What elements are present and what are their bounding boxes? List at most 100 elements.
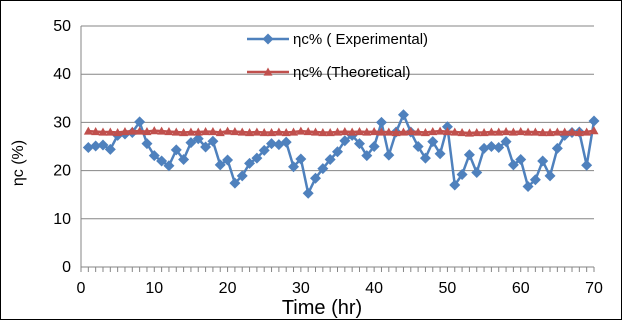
data-point	[361, 150, 373, 162]
data-point	[398, 127, 408, 136]
data-point	[223, 126, 233, 135]
data-point	[434, 148, 446, 160]
data-point	[545, 128, 555, 137]
data-point	[237, 127, 247, 136]
data-point	[413, 127, 423, 136]
data-point	[302, 187, 314, 199]
data-point	[552, 127, 562, 136]
data-point	[427, 136, 439, 148]
data-point	[493, 141, 505, 153]
y-tick-label: 40	[53, 66, 71, 83]
data-point	[149, 126, 159, 135]
data-point	[134, 116, 146, 128]
data-point	[222, 154, 234, 166]
data-point	[494, 127, 504, 136]
x-tick-label: 70	[585, 280, 603, 297]
data-point	[105, 127, 115, 136]
data-point	[560, 127, 570, 136]
data-point	[186, 127, 196, 136]
data-point	[442, 127, 452, 136]
data-point	[486, 127, 496, 136]
data-point	[259, 128, 269, 137]
data-point	[148, 150, 160, 162]
data-point	[538, 128, 548, 137]
data-point	[333, 127, 342, 136]
data-point	[354, 127, 364, 136]
data-point	[296, 126, 306, 135]
data-point	[113, 128, 123, 137]
y-tick-label: 20	[53, 163, 71, 180]
data-point	[515, 154, 527, 166]
data-point	[332, 146, 343, 158]
data-point	[485, 141, 497, 152]
data-point	[141, 138, 153, 150]
data-point	[230, 127, 240, 136]
data-point	[463, 149, 475, 161]
data-point	[280, 136, 292, 148]
data-point	[362, 127, 372, 136]
x-tick-label: 0	[77, 280, 86, 297]
data-point	[214, 159, 226, 171]
data-point	[340, 127, 350, 136]
x-tick-label: 50	[439, 280, 457, 297]
data-point	[179, 128, 189, 137]
y-tick-label: 10	[53, 211, 71, 228]
data-point	[318, 128, 328, 137]
legend-marker	[263, 67, 273, 76]
data-point	[82, 141, 94, 153]
data-point	[229, 177, 241, 189]
data-point	[551, 142, 563, 154]
data-point	[530, 127, 540, 136]
data-point	[501, 127, 511, 136]
data-point	[245, 128, 255, 137]
data-point	[522, 181, 534, 193]
legend-entry: ηc% (Theoretical)	[247, 64, 411, 81]
y-tick-label: 0	[62, 259, 71, 276]
data-point	[582, 127, 592, 136]
data-point	[516, 127, 526, 136]
data-point	[589, 126, 599, 135]
data-point	[303, 127, 313, 136]
data-point	[185, 137, 197, 149]
series-line	[88, 129, 595, 135]
series-experimental	[82, 109, 600, 199]
data-point	[201, 127, 211, 136]
data-point	[456, 168, 468, 180]
data-point	[325, 128, 335, 137]
data-point	[441, 121, 453, 133]
data-point	[523, 127, 533, 136]
legend-entry: ηc% ( Experimental)	[247, 31, 428, 48]
x-tick-label: 60	[512, 280, 530, 297]
legend: ηc% ( Experimental) ηc% (Theoretical)	[247, 31, 428, 81]
data-point	[529, 174, 541, 186]
data-point	[310, 172, 322, 184]
data-point	[347, 127, 357, 136]
x-tick-label: 10	[145, 280, 163, 297]
y-axis-title: ηc (%)	[10, 140, 27, 186]
data-point	[450, 127, 460, 136]
data-point	[120, 127, 130, 136]
data-point	[479, 128, 489, 137]
data-point	[391, 128, 401, 137]
data-point	[435, 126, 445, 135]
data-point	[281, 128, 291, 137]
data-point	[98, 127, 108, 136]
data-point	[311, 127, 321, 136]
data-point	[170, 144, 182, 156]
data-point	[97, 139, 109, 151]
x-tick-label: 20	[219, 280, 237, 297]
data-point	[317, 163, 329, 175]
data-point	[471, 167, 483, 179]
data-point	[581, 159, 593, 171]
data-point	[207, 135, 219, 147]
data-point	[135, 126, 145, 135]
data-point	[339, 135, 351, 147]
data-point	[200, 141, 212, 153]
data-point	[376, 127, 386, 136]
data-point	[397, 109, 409, 121]
data-point	[375, 116, 387, 128]
data-point	[288, 161, 300, 173]
data-point	[295, 153, 307, 165]
x-axis-title: Time (hr)	[282, 297, 362, 319]
